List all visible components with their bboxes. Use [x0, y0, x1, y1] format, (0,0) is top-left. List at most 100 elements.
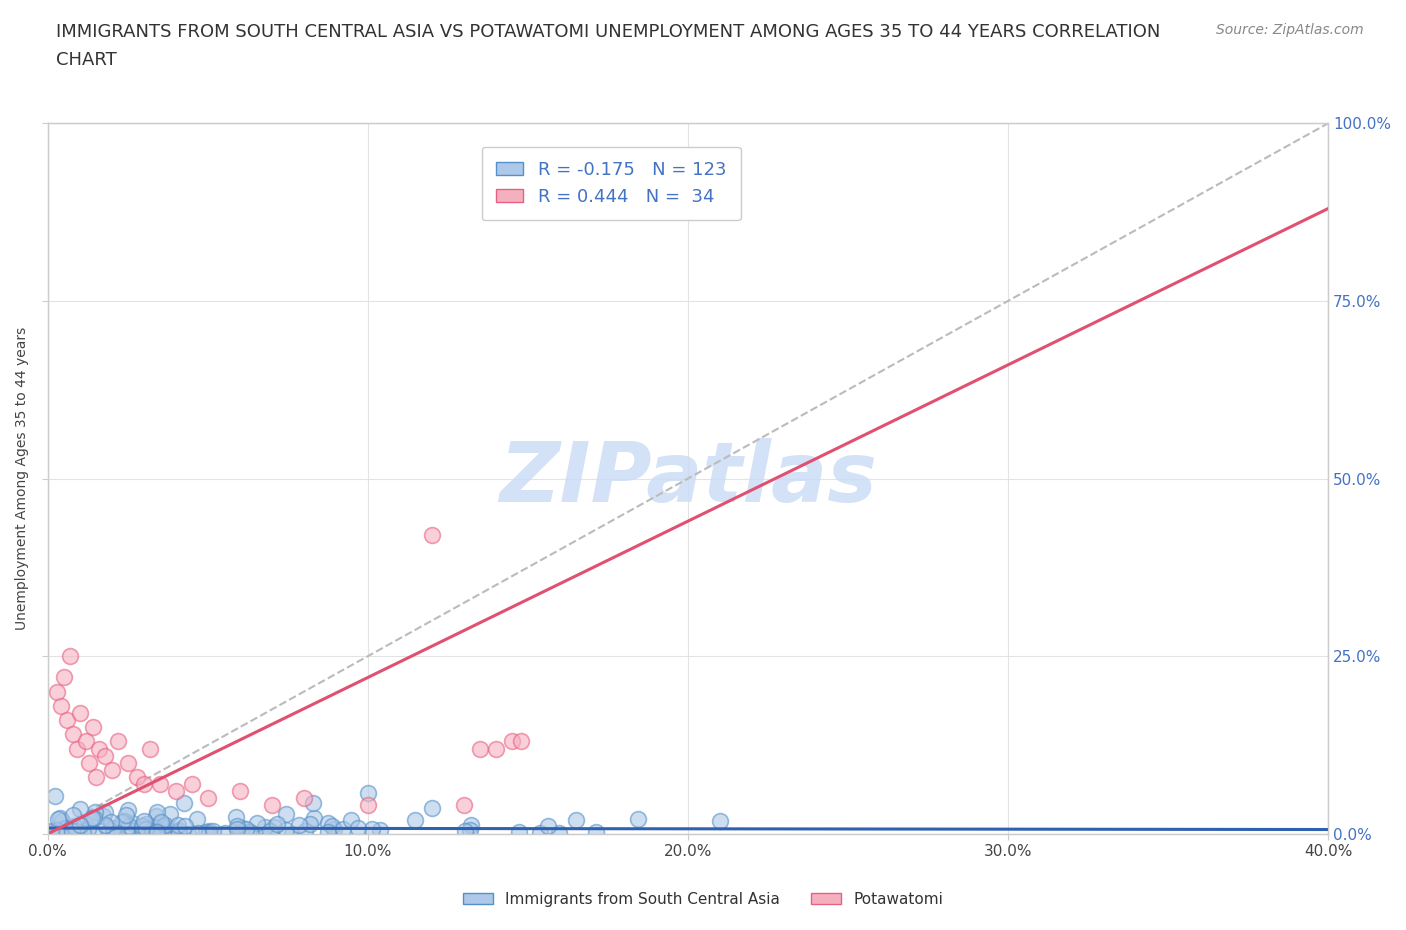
- Point: [166, 817, 188, 832]
- Point: [77, 821, 100, 836]
- Point: [87, 741, 110, 756]
- Point: [51, 814, 73, 829]
- Point: [201, 823, 224, 838]
- Point: [332, 821, 354, 836]
- Point: [103, 826, 125, 841]
- Point: [97, 825, 120, 840]
- Point: [149, 824, 172, 839]
- Point: [131, 818, 153, 833]
- Point: [214, 826, 236, 841]
- Point: [260, 826, 283, 841]
- Point: [62, 826, 84, 841]
- Point: [101, 820, 124, 835]
- Point: [361, 821, 384, 836]
- Point: [65, 741, 87, 756]
- Point: [266, 817, 288, 831]
- Point: [226, 818, 249, 833]
- Point: [316, 825, 339, 840]
- Point: [100, 763, 122, 777]
- Point: [127, 769, 149, 784]
- Point: [173, 795, 195, 810]
- Point: [118, 823, 141, 838]
- Point: [141, 823, 163, 838]
- Point: [197, 790, 219, 805]
- Point: [62, 818, 84, 833]
- Point: [235, 822, 257, 837]
- Point: [246, 815, 269, 830]
- Point: [231, 820, 253, 835]
- Point: [111, 815, 134, 830]
- Point: [259, 823, 281, 838]
- Point: [83, 826, 105, 841]
- Point: [62, 727, 84, 742]
- Point: [709, 814, 731, 829]
- Point: [254, 820, 277, 835]
- Point: [357, 786, 380, 801]
- Point: [194, 824, 217, 839]
- Point: [198, 824, 221, 839]
- Point: [260, 798, 283, 813]
- Point: [107, 734, 129, 749]
- Point: [180, 777, 202, 791]
- Point: [60, 824, 83, 839]
- Point: [93, 804, 115, 819]
- Point: [288, 818, 311, 833]
- Point: [131, 822, 153, 837]
- Point: [132, 814, 155, 829]
- Point: [135, 821, 157, 836]
- Point: [46, 811, 69, 826]
- Point: [294, 824, 316, 839]
- Point: [226, 822, 249, 837]
- Point: [62, 807, 84, 822]
- Point: [83, 810, 105, 825]
- Point: [299, 817, 322, 832]
- Point: [134, 826, 156, 841]
- Point: [56, 712, 79, 727]
- Point: [84, 769, 107, 784]
- Point: [263, 820, 285, 835]
- Point: [117, 803, 139, 817]
- Point: [142, 821, 165, 836]
- Point: [145, 809, 167, 824]
- Point: [114, 807, 136, 822]
- Point: [72, 825, 94, 840]
- Point: [347, 820, 370, 835]
- Point: [82, 720, 104, 735]
- Point: [458, 823, 481, 838]
- Text: ZIPatlas: ZIPatlas: [499, 438, 877, 519]
- Point: [150, 818, 173, 833]
- Text: CHART: CHART: [56, 51, 117, 69]
- Point: [508, 825, 530, 840]
- Point: [146, 825, 169, 840]
- Point: [53, 820, 76, 835]
- Point: [69, 706, 91, 721]
- Point: [65, 824, 87, 839]
- Point: [585, 825, 607, 840]
- Point: [276, 822, 298, 837]
- Point: [84, 805, 107, 820]
- Point: [159, 824, 181, 839]
- Y-axis label: Unemployment Among Ages 35 to 44 years: Unemployment Among Ages 35 to 44 years: [15, 327, 30, 631]
- Point: [167, 825, 190, 840]
- Point: [139, 741, 162, 756]
- Point: [112, 814, 135, 829]
- Text: IMMIGRANTS FROM SOUTH CENTRAL ASIA VS POTAWATOMI UNEMPLOYMENT AMONG AGES 35 TO 4: IMMIGRANTS FROM SOUTH CENTRAL ASIA VS PO…: [56, 23, 1160, 41]
- Point: [627, 812, 650, 827]
- Point: [340, 812, 363, 827]
- Point: [82, 811, 104, 826]
- Point: [46, 684, 69, 699]
- Point: [79, 755, 101, 770]
- Point: [69, 817, 91, 832]
- Point: [145, 825, 167, 840]
- Point: [93, 817, 115, 832]
- Point: [165, 784, 187, 799]
- Point: [49, 826, 72, 841]
- Point: [46, 823, 69, 838]
- Point: [468, 741, 491, 756]
- Point: [292, 790, 315, 805]
- Point: [62, 824, 84, 839]
- Point: [100, 815, 122, 830]
- Point: [94, 749, 117, 764]
- Point: [321, 818, 343, 833]
- Point: [239, 825, 262, 840]
